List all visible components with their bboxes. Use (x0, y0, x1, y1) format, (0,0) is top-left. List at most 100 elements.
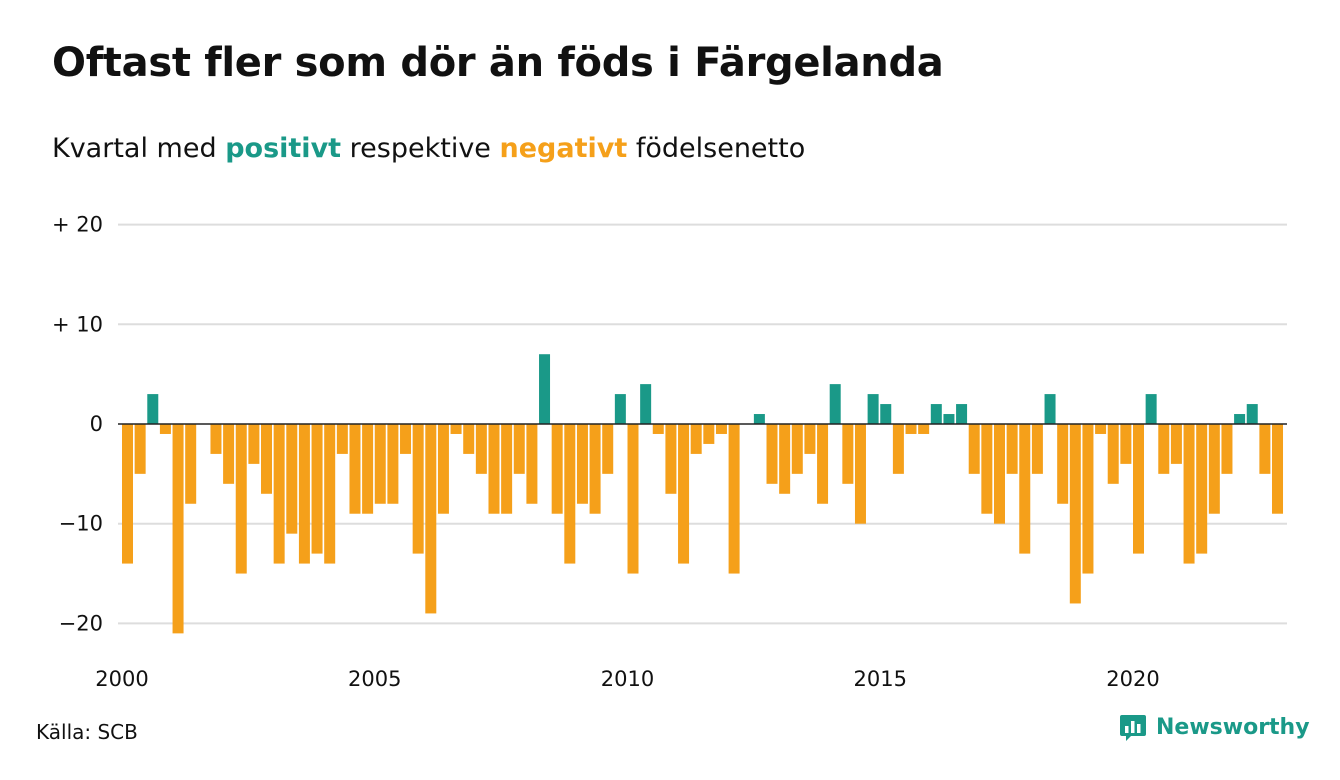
bar-negative (1082, 424, 1094, 574)
x-tick-labels: 2000 2005 2010 2015 2020 (95, 667, 1159, 691)
bar-positive (1044, 394, 1056, 424)
bar-negative (134, 424, 146, 474)
bar-negative (437, 424, 449, 514)
chart-subtitle: Kvartal med positivt respektive negativt… (52, 133, 805, 164)
bar-negative (892, 424, 904, 474)
bar-negative (791, 424, 803, 474)
bar-negative (526, 424, 538, 504)
bar-negative (122, 424, 133, 564)
bar-negative (766, 424, 778, 484)
bar-negative (993, 424, 1005, 524)
bar-negative (1170, 424, 1182, 464)
y-tick-label: −10 (59, 512, 103, 536)
bar-negative (1006, 424, 1018, 474)
bar-negative (1133, 424, 1144, 554)
x-tick-label: 2015 (854, 667, 907, 691)
bar-negative (1057, 424, 1069, 504)
subtitle-middle: respektive (349, 133, 491, 164)
bar-positive (640, 384, 652, 424)
bar-negative (918, 424, 930, 434)
bar-negative (374, 424, 386, 504)
brand-logo: Newsworthy (1118, 712, 1310, 742)
bar-negative (551, 424, 563, 514)
y-tick-label: + 10 (52, 312, 103, 336)
bar-negative (475, 424, 487, 474)
bar-negative (968, 424, 980, 474)
y-tick-label: 0 (90, 412, 103, 436)
bar-positive (880, 404, 892, 424)
bar-negative (779, 424, 791, 494)
bar-negative (336, 424, 348, 454)
bar-negative (235, 424, 247, 574)
bar-negative (513, 424, 525, 474)
bar-negative (172, 424, 184, 634)
y-tick-label: −20 (59, 611, 103, 635)
bar-negative (627, 424, 639, 574)
bar-negative (450, 424, 462, 434)
bar-negative (223, 424, 235, 484)
bar-negative (804, 424, 816, 454)
bar-negative (1183, 424, 1195, 564)
bar-negative (425, 424, 437, 614)
bar-negative (703, 424, 715, 444)
bar-negative (1259, 424, 1271, 474)
bar-positive (867, 394, 879, 424)
bar-negative (1272, 424, 1284, 514)
bar-positive (753, 414, 765, 424)
bar-negative (728, 424, 740, 574)
bar-negative (324, 424, 336, 564)
bar-negative (564, 424, 576, 564)
x-tick-label: 2005 (348, 667, 401, 691)
bar-positive (930, 404, 942, 424)
bar-negative (1095, 424, 1107, 434)
bar-negative (665, 424, 677, 494)
bar-positive (539, 354, 551, 424)
bar-negative (678, 424, 690, 564)
bar-negative (488, 424, 500, 514)
bar-negative (298, 424, 310, 564)
bar-positive (1145, 394, 1157, 424)
bar-negative (1031, 424, 1043, 474)
subtitle-suffix: födelsenetto (635, 133, 806, 164)
y-tick-label: + 20 (52, 213, 103, 237)
bar-positive (1234, 414, 1246, 424)
bar-negative (1158, 424, 1170, 474)
bar-negative (1019, 424, 1031, 554)
bar-negative (286, 424, 298, 534)
bar-negative (817, 424, 829, 504)
bar-negative (1196, 424, 1208, 554)
bar-negative (576, 424, 588, 504)
subtitle-prefix: Kvartal med (52, 133, 217, 164)
bar-positive (943, 414, 955, 424)
x-tick-label: 2000 (95, 667, 148, 691)
bar-negative (905, 424, 917, 434)
bar-negative (185, 424, 197, 504)
bar-negative (463, 424, 475, 454)
bar-negative (501, 424, 513, 514)
source-note: Källa: SCB (36, 720, 138, 744)
bar-negative (349, 424, 361, 514)
bar-negative (589, 424, 601, 514)
bar-positive (956, 404, 968, 424)
bar-negative (1069, 424, 1081, 604)
bar-negative (1221, 424, 1233, 474)
subtitle-negative-label: negativt (499, 133, 628, 164)
brand-name: Newsworthy (1156, 714, 1310, 740)
bar-negative (273, 424, 285, 564)
bar-negative (362, 424, 374, 514)
x-tick-label: 2010 (601, 667, 654, 691)
bar-negative (1208, 424, 1220, 514)
bar-negative (210, 424, 222, 454)
bar-positive (829, 384, 841, 424)
bar-negative (387, 424, 399, 504)
bar-positive (147, 394, 159, 424)
bar-negative (248, 424, 260, 464)
bar-negative (602, 424, 614, 474)
bar-negative (715, 424, 727, 434)
bars (122, 354, 1284, 634)
bar-positive (614, 394, 626, 424)
bar-negative (854, 424, 866, 524)
y-tick-labels: + 20 + 10 0 −10 −20 (52, 213, 103, 636)
bar-negative (261, 424, 273, 494)
